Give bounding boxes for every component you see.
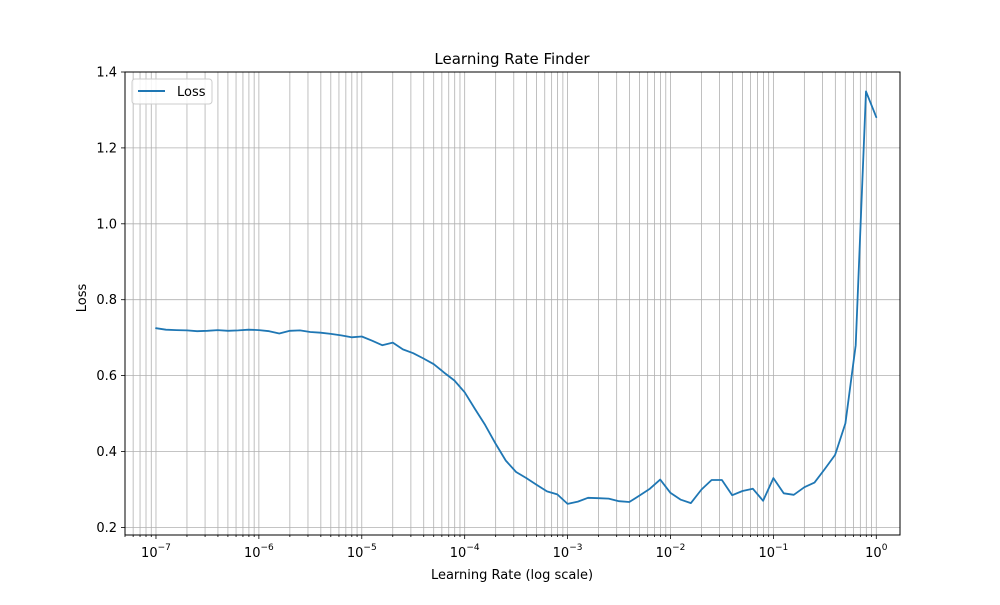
x-tick-label: 10−4 bbox=[450, 543, 480, 561]
y-axis-label: Loss bbox=[75, 284, 90, 313]
x-tick-label-base: 10 bbox=[865, 546, 882, 561]
y-tick-label: 0.4 bbox=[96, 445, 117, 460]
chart-title: Learning Rate Finder bbox=[434, 50, 590, 68]
x-tick-label-exponent: −1 bbox=[775, 543, 788, 553]
x-tick-label-exponent: −4 bbox=[466, 543, 480, 553]
x-tick-label-base: 10 bbox=[141, 546, 158, 561]
x-tick-label-base: 10 bbox=[347, 546, 364, 561]
x-tick-label-base: 10 bbox=[656, 546, 673, 561]
series-line-loss bbox=[155, 90, 878, 505]
x-tick-label: 100 bbox=[865, 543, 888, 561]
y-tick-label: 1.2 bbox=[96, 141, 117, 156]
x-tick-label: 10−7 bbox=[141, 543, 171, 561]
x-tick-label-exponent: −7 bbox=[158, 543, 171, 553]
x-tick-label: 10−1 bbox=[758, 543, 788, 561]
x-tick-label: 10−3 bbox=[553, 543, 583, 561]
x-tick-label-exponent: −3 bbox=[569, 543, 582, 553]
x-axis-ticks: 10−7 10−6 10−5 10−4 10−3 10−2 10−1 100 bbox=[124, 535, 888, 561]
x-tick-label-exponent: −2 bbox=[672, 543, 685, 553]
legend: Loss bbox=[131, 78, 213, 105]
x-tick-label-exponent: −5 bbox=[363, 543, 376, 553]
y-tick-label: 0.6 bbox=[96, 369, 117, 384]
legend-label-loss: Loss bbox=[177, 85, 206, 100]
x-tick-label: 10−6 bbox=[244, 543, 274, 561]
x-tick-label-base: 10 bbox=[244, 546, 261, 561]
x-tick-label-exponent: 0 bbox=[882, 543, 888, 553]
y-tick-label: 0.8 bbox=[96, 293, 117, 308]
y-axis-ticks: 0.2 0.4 0.6 0.8 1.0 1.2 1.4 bbox=[96, 66, 125, 536]
x-tick-label-base: 10 bbox=[450, 546, 467, 561]
grid-lines bbox=[124, 71, 900, 535]
y-tick-label: 1.4 bbox=[96, 66, 117, 81]
legend-box bbox=[131, 78, 213, 105]
x-axis-label: Learning Rate (log scale) bbox=[431, 568, 593, 583]
x-tick-label-exponent: −6 bbox=[261, 543, 275, 553]
x-tick-label-base: 10 bbox=[553, 546, 570, 561]
x-tick-label: 10−5 bbox=[347, 543, 377, 561]
plot-frame bbox=[124, 71, 901, 536]
x-tick-label-base: 10 bbox=[758, 546, 775, 561]
series-layer bbox=[155, 90, 878, 505]
x-tick-label: 10−2 bbox=[656, 543, 686, 561]
y-tick-label: 1.0 bbox=[96, 217, 117, 232]
y-tick-label: 0.2 bbox=[96, 521, 117, 536]
